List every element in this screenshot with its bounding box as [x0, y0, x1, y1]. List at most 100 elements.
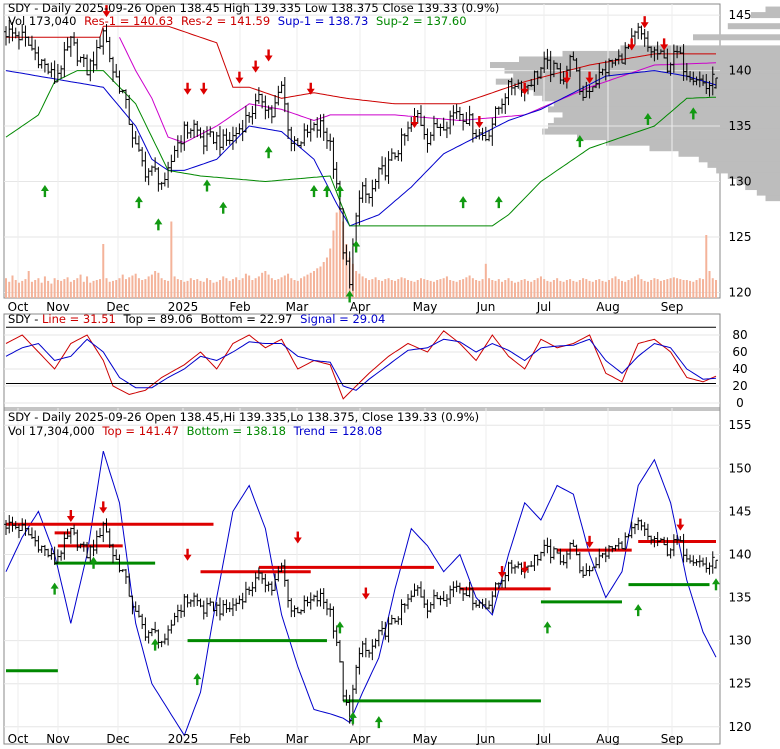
price-bar [435, 119, 439, 128]
volume-bar [50, 284, 52, 298]
volume-bar [206, 278, 208, 298]
volume-bar [375, 277, 377, 298]
volume-bar [277, 279, 279, 298]
volume-bar [699, 278, 701, 298]
price-bar [166, 162, 170, 188]
volume-bar [546, 281, 548, 298]
price-bar [461, 114, 465, 131]
volume-bar [8, 282, 10, 298]
volume-bar [598, 279, 600, 298]
buy-arrow-icon [265, 146, 273, 158]
volume-bar [316, 268, 318, 298]
trend-bar [231, 598, 235, 616]
buy-arrow-icon-head [323, 185, 331, 191]
trend-bar [357, 648, 361, 675]
stoch-line-line [6, 331, 716, 399]
trend-bar [166, 625, 170, 645]
buy-arrow-icon-head [41, 185, 49, 191]
stochastic-panel-frame [4, 314, 720, 410]
trend-bar [289, 598, 293, 617]
buy-arrow-icon-shaft [196, 678, 198, 685]
trend-bar [156, 629, 160, 648]
buy-arrow-icon-head [193, 673, 201, 679]
buy-arrow-icon [712, 578, 720, 590]
trend-bar [244, 582, 248, 603]
buy-arrow-icon-shaft [498, 201, 500, 208]
volume-bar [670, 278, 672, 298]
sell-arrow-icon-shaft [631, 38, 633, 45]
trend-x-tick: May [413, 732, 438, 745]
volume-bar [582, 278, 584, 298]
stoch-y-tick: 0 [736, 396, 744, 410]
volume-bar [180, 280, 182, 298]
buy-arrow-icon [543, 621, 551, 633]
sell-arrow-icon-shaft [203, 83, 205, 90]
volume-bar [696, 280, 698, 298]
volume-bar [63, 279, 65, 298]
volume-bar [326, 258, 328, 299]
price-bar [438, 124, 442, 136]
volume-bar [491, 280, 493, 298]
stochastic-signal-label: Signal = 29.04 [300, 312, 385, 326]
sell-arrow-icon-head [184, 89, 192, 95]
price-bar [156, 167, 160, 191]
volume-bar [303, 276, 305, 298]
volume-bar [131, 276, 133, 299]
volume-bar [183, 282, 185, 298]
trend-bar [571, 540, 575, 547]
volume-bar [485, 264, 487, 298]
volume-bar [413, 282, 415, 298]
volume-bar [274, 280, 276, 298]
volume-bar [559, 281, 561, 298]
sell-arrow-icon [294, 532, 302, 544]
price-panel-frame [4, 4, 720, 298]
volume-bar [44, 276, 46, 298]
price-y-tick: 130 [729, 175, 752, 189]
trend-y-tick: 145 [729, 504, 752, 518]
trend-bar [656, 532, 660, 546]
sell-arrow-icon-head [265, 55, 273, 61]
volume-bar [482, 279, 484, 298]
volume-bar [540, 276, 542, 298]
trend-bar [691, 555, 695, 566]
price-bar [633, 31, 637, 45]
volume-bar [520, 280, 522, 298]
price-bar [218, 126, 222, 156]
volume-bar [135, 274, 137, 298]
volume-bar [585, 279, 587, 298]
trend-bar [708, 563, 712, 575]
price-bar [490, 118, 494, 146]
sell-arrow-icon [184, 549, 192, 561]
price-bar [387, 151, 391, 184]
trend-bar [176, 605, 180, 623]
volume-bar [388, 278, 390, 298]
price-x-tick: May [413, 300, 438, 314]
stochastic-prefix: SDY - [8, 312, 42, 326]
volume-bar [462, 279, 464, 298]
trend-bar [701, 558, 705, 567]
volume-bar [115, 280, 117, 298]
volume-bar [245, 274, 247, 298]
price-bar [254, 94, 258, 119]
volume-bar [712, 278, 714, 298]
buy-arrow-icon-head [219, 202, 227, 208]
volume-bar [391, 280, 393, 298]
volume-bar [472, 278, 474, 298]
price-bar [62, 42, 66, 77]
price-bar [348, 251, 352, 288]
buy-arrow-icon-head [712, 578, 720, 584]
volume-bar [692, 282, 694, 298]
trend-bar [396, 616, 400, 625]
volume-bar [576, 282, 578, 298]
price-bar [374, 179, 378, 192]
trend-bar [140, 614, 144, 629]
price-bar [228, 132, 232, 145]
buy-arrow-icon [154, 218, 162, 230]
trend-bar [565, 551, 569, 569]
buy-arrow-icon-head [265, 146, 273, 152]
buy-arrow-icon-shaft [313, 190, 315, 197]
volume-bar [673, 277, 675, 298]
volume-bar [504, 280, 506, 298]
sup1-label: Sup-1 = 138.73 [278, 14, 369, 28]
volume-bar [170, 222, 172, 299]
